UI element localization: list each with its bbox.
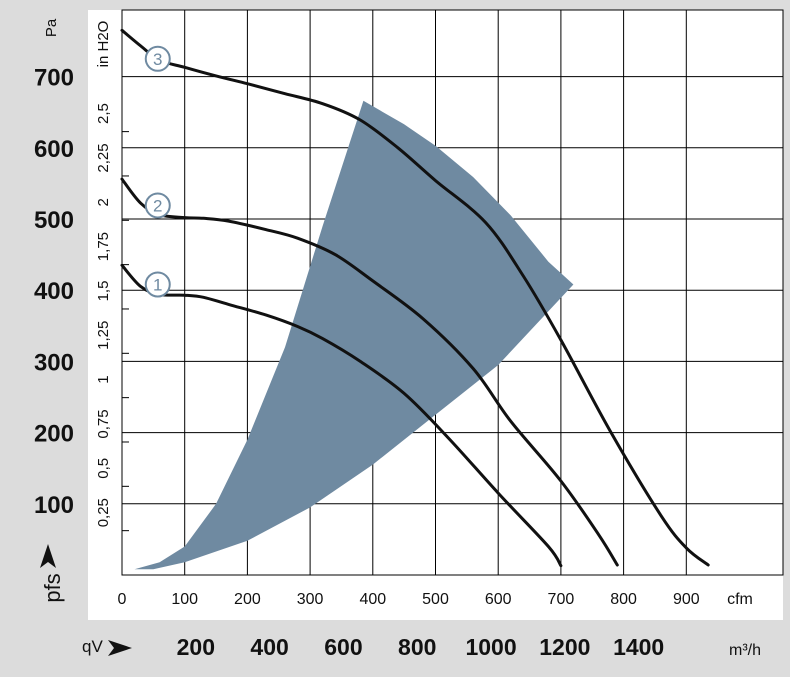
curve-line-3 (120, 28, 710, 567)
curve-marker-label-3: 3 (153, 50, 162, 69)
curve-marker-circle-2 (144, 192, 171, 219)
x-tick-label-cfm: 300 (297, 591, 324, 608)
x-tick-label-m3h: 400 (250, 634, 288, 660)
x-axis-label-qv: qV (82, 637, 103, 656)
curve-marker-circle-3 (144, 45, 171, 72)
x-tick-label-cfm: 500 (422, 591, 449, 608)
y-inner-tick-label: 0,5 (95, 458, 112, 479)
curve-markers: 1 2 3 (144, 45, 171, 298)
x-tick-label-cfm: 900 (673, 591, 700, 608)
x-axis-unit-m3h: m³/h (729, 642, 761, 659)
curves (120, 28, 710, 568)
curve-marker-circle-1 (144, 271, 171, 298)
x-tick-label-cfm: 700 (548, 591, 575, 608)
x-tick-label-m3h: 1200 (539, 634, 590, 660)
y-tick-label-pa: 500 (34, 207, 74, 234)
x-tick-label-cfm: 400 (359, 591, 386, 608)
x-tick-label-cfm: 600 (485, 591, 512, 608)
y-inner-tick-label: 0,25 (95, 498, 112, 527)
y-inner-tick-label: 1,75 (95, 232, 112, 261)
x-axis-arrow-icon (108, 640, 132, 656)
y-inner-tick-label: 1,5 (95, 281, 112, 302)
x-tick-label-cfm: 800 (610, 591, 637, 608)
y-inner-tick-label: 0,75 (95, 409, 112, 438)
x-tick-label-m3h: 200 (177, 634, 215, 660)
y-inner-tick-label: 2 (95, 198, 112, 206)
y-axis-unit-pa: Pa (43, 18, 60, 37)
y-axis-unit-inh2o: in H2O (95, 21, 112, 68)
y-inner-tick-label: 2,25 (95, 143, 112, 172)
axes: 0 100 200 300 400 500 600 700 800 900 cfm 200 400 600… (34, 18, 761, 660)
y-inner-tick-label: 1 (95, 375, 112, 383)
y-tick-label-pa: 400 (34, 278, 74, 305)
operating-region (134, 100, 574, 570)
plot-frame (121, 9, 784, 576)
x-tick-label-cfm: 0 (118, 591, 127, 608)
y-tick-label-pa: 300 (34, 349, 74, 376)
x-tick-label-m3h: 600 (324, 634, 362, 660)
x-tick-label-cfm: 100 (171, 591, 198, 608)
curve-line-1 (120, 263, 563, 568)
x-axis-unit-cfm: cfm (727, 591, 753, 608)
y-tick-label-pa: 600 (34, 136, 74, 163)
operating-region-area (134, 100, 574, 570)
y-axis-arrow-icon (40, 544, 56, 568)
y-tick-label-pa: 700 (34, 65, 74, 92)
x-tick-label-m3h: 800 (398, 634, 436, 660)
bottom-axis-band (0, 620, 790, 677)
y-inner-tick-label: 2,5 (95, 103, 112, 124)
curve-marker-label-2: 2 (153, 196, 162, 215)
curve-marker-label-1: 1 (153, 276, 162, 295)
y-tick-label-pa: 100 (34, 492, 74, 519)
y-tick-label-pa: 200 (34, 421, 74, 448)
x-tick-label-cfm: 200 (234, 591, 261, 608)
x-tick-label-m3h: 1400 (613, 634, 664, 660)
curve-line-2 (120, 177, 619, 567)
x-tick-label-m3h: 1000 (465, 634, 516, 660)
y-inner-tick-label: 1,25 (95, 321, 112, 350)
y-axis-label-pfs: pfs (40, 573, 65, 602)
